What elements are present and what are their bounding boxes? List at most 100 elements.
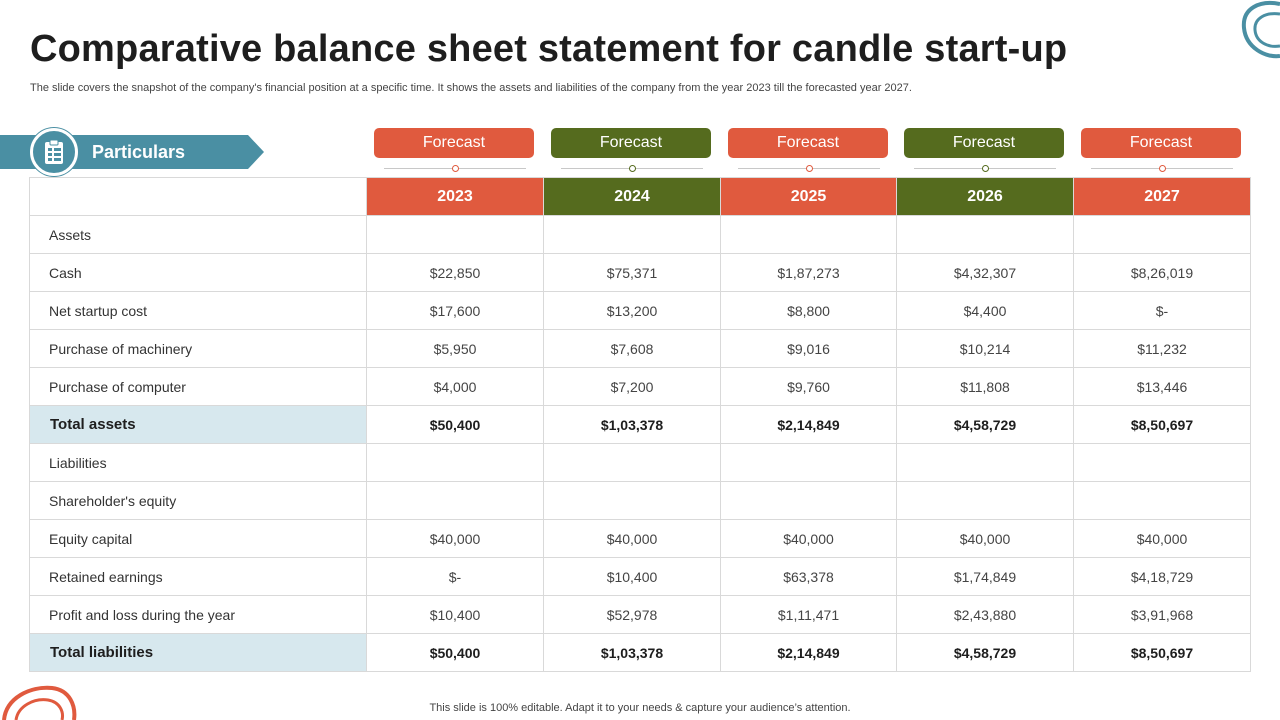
table-row: Net startup cost $17,600 $13,200 $8,800 $4,4… <box>29 291 1251 330</box>
value-cell: $- <box>366 557 544 596</box>
table-row: Retained earnings $- $10,400 $63,378 $1,74,8… <box>29 557 1251 596</box>
value-cell <box>896 443 1074 482</box>
value-cell: $52,978 <box>543 595 721 634</box>
row-label: Equity capital <box>29 519 367 558</box>
value-cell: $3,91,968 <box>1073 595 1251 634</box>
table-row: Equity capital $40,000 $40,000 $40,000 $40,0… <box>29 519 1251 558</box>
value-cell: $1,03,378 <box>543 405 721 444</box>
year-header: 2026 <box>896 177 1074 216</box>
value-cell <box>366 215 544 254</box>
value-cell <box>543 215 721 254</box>
value-cell: $8,50,697 <box>1073 633 1251 672</box>
table-row: Profit and loss during the year $10,400 $5… <box>29 595 1251 634</box>
value-cell: $9,760 <box>720 367 897 406</box>
row-label: Retained earnings <box>29 557 367 596</box>
value-cell: $40,000 <box>720 519 897 558</box>
value-cell <box>1073 215 1251 254</box>
value-cell: $2,14,849 <box>720 633 897 672</box>
value-cell: $10,400 <box>543 557 721 596</box>
row-label: Total liabilities <box>29 633 367 672</box>
row-label: Net startup cost <box>29 291 367 330</box>
value-cell: $5,950 <box>366 329 544 368</box>
value-cell <box>896 481 1074 520</box>
year-header: 2025 <box>720 177 897 216</box>
decorative-swirl-top <box>1241 1 1280 59</box>
year-header: 2023 <box>366 177 544 216</box>
header-blank-cell <box>29 177 367 216</box>
value-cell: $22,850 <box>366 253 544 292</box>
value-cell <box>543 443 721 482</box>
forecast-pill-2023: Forecast <box>374 128 534 158</box>
value-cell: $8,800 <box>720 291 897 330</box>
table-row: Purchase of machinery $5,950 $7,608 $9,016 $… <box>29 329 1251 368</box>
forecast-connector <box>914 162 1056 174</box>
value-cell <box>720 481 897 520</box>
table-row: Shareholder's equity <box>29 481 1251 520</box>
value-cell: $4,32,307 <box>896 253 1074 292</box>
row-label: Cash <box>29 253 367 292</box>
table-row: Purchase of computer $4,000 $7,200 $9,760 $1… <box>29 367 1251 406</box>
value-cell: $8,50,697 <box>1073 405 1251 444</box>
table-header-row: 2023 2024 2025 2026 2027 <box>29 177 1251 216</box>
particulars-icon-badge <box>30 128 78 176</box>
value-cell <box>366 481 544 520</box>
forecast-pill-2026: Forecast <box>904 128 1064 158</box>
forecast-connector <box>1091 162 1233 174</box>
table-row: Liabilities <box>29 443 1251 482</box>
forecast-connector <box>384 162 526 174</box>
value-cell <box>1073 443 1251 482</box>
clipboard-icon <box>45 139 63 164</box>
row-label: Shareholder's equity <box>29 481 367 520</box>
forecast-connector <box>738 162 880 174</box>
value-cell: $10,214 <box>896 329 1074 368</box>
value-cell: $63,378 <box>720 557 897 596</box>
value-cell: $4,18,729 <box>1073 557 1251 596</box>
row-label: Assets <box>29 215 367 254</box>
value-cell: $1,74,849 <box>896 557 1074 596</box>
value-cell: $11,232 <box>1073 329 1251 368</box>
value-cell <box>543 481 721 520</box>
value-cell: $2,43,880 <box>896 595 1074 634</box>
value-cell: $50,400 <box>366 405 544 444</box>
page-title: Comparative balance sheet statement for … <box>30 28 1068 70</box>
page-subtitle: The slide covers the snapshot of the com… <box>30 82 912 94</box>
value-cell: $40,000 <box>543 519 721 558</box>
table-row-total: Total liabilities $50,400 $1,03,378 $2,14,8… <box>29 633 1251 672</box>
value-cell: $4,58,729 <box>896 405 1074 444</box>
value-cell: $40,000 <box>1073 519 1251 558</box>
row-label: Total assets <box>29 405 367 444</box>
value-cell: $4,000 <box>366 367 544 406</box>
year-header: 2024 <box>543 177 721 216</box>
value-cell: $1,03,378 <box>543 633 721 672</box>
forecast-pill-2024: Forecast <box>551 128 711 158</box>
value-cell: $7,608 <box>543 329 721 368</box>
forecast-pill-2027: Forecast <box>1081 128 1241 158</box>
balance-sheet-table: 2023 2024 2025 2026 2027 Assets Cash $22,8… <box>29 177 1251 672</box>
value-cell <box>896 215 1074 254</box>
decorative-swirl-bottom <box>2 685 77 720</box>
value-cell: $8,26,019 <box>1073 253 1251 292</box>
value-cell: $9,016 <box>720 329 897 368</box>
row-label: Liabilities <box>29 443 367 482</box>
value-cell: $10,400 <box>366 595 544 634</box>
table-row-total: Total assets $50,400 $1,03,378 $2,14,849 $4,… <box>29 405 1251 444</box>
value-cell <box>366 443 544 482</box>
year-header: 2027 <box>1073 177 1251 216</box>
value-cell: $13,200 <box>543 291 721 330</box>
table-row: Assets <box>29 215 1251 254</box>
value-cell: $17,600 <box>366 291 544 330</box>
value-cell: $1,87,273 <box>720 253 897 292</box>
row-label: Profit and loss during the year <box>29 595 367 634</box>
row-label: Purchase of machinery <box>29 329 367 368</box>
particulars-label: Particulars <box>92 142 186 162</box>
forecast-pill-2025: Forecast <box>728 128 888 158</box>
value-cell <box>720 215 897 254</box>
value-cell: $7,200 <box>543 367 721 406</box>
footer-note: This slide is 100% editable. Adapt it to… <box>429 702 851 714</box>
value-cell <box>1073 481 1251 520</box>
value-cell: $40,000 <box>366 519 544 558</box>
value-cell: $50,400 <box>366 633 544 672</box>
row-label: Purchase of computer <box>29 367 367 406</box>
value-cell: $1,11,471 <box>720 595 897 634</box>
forecast-connector <box>561 162 703 174</box>
